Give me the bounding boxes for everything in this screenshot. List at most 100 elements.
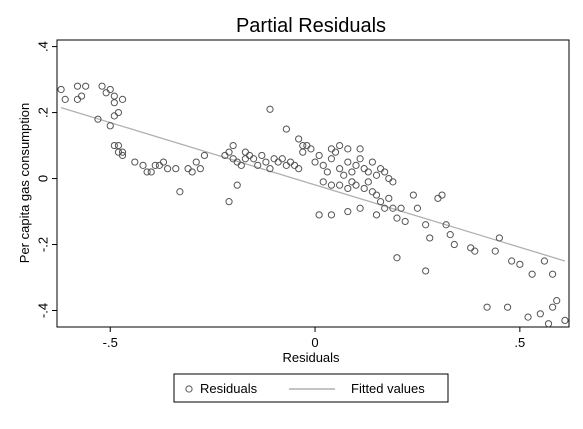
hollow-circle-icon	[185, 385, 193, 393]
residual-point	[389, 178, 397, 186]
y-tick-label: .2	[36, 107, 51, 118]
residual-point	[389, 204, 397, 212]
residual-point	[295, 135, 303, 143]
residual-point	[258, 151, 266, 160]
residual-point	[393, 254, 401, 262]
residual-point	[147, 168, 155, 176]
residual-point	[344, 207, 352, 216]
residual-point	[139, 161, 147, 169]
residual-point	[356, 155, 364, 163]
residual-point	[106, 85, 114, 94]
scatter-points-layer	[57, 82, 569, 328]
residual-point	[110, 99, 118, 107]
residual-point	[397, 204, 405, 212]
residual-point	[233, 181, 241, 189]
residual-point	[344, 184, 352, 193]
residual-point	[368, 158, 376, 166]
residual-point	[409, 191, 417, 199]
residual-point	[356, 145, 364, 153]
residual-point	[192, 158, 200, 166]
residual-point	[553, 297, 561, 305]
residual-point	[364, 178, 372, 186]
residual-point	[327, 211, 336, 219]
residual-point	[401, 217, 409, 226]
residual-point	[200, 151, 209, 160]
residual-point	[77, 92, 86, 100]
residual-point	[327, 145, 336, 153]
residual-point	[327, 155, 336, 163]
residual-point	[295, 165, 303, 173]
x-tick-label: -.5	[103, 335, 118, 350]
residual-point	[176, 188, 184, 196]
residual-point	[438, 191, 446, 199]
residual-point	[422, 267, 430, 275]
residual-point	[348, 168, 356, 176]
residual-point	[299, 141, 307, 150]
residual-point	[172, 165, 180, 173]
residual-point	[225, 148, 233, 156]
residual-point	[278, 155, 286, 163]
residual-point	[336, 165, 344, 173]
residual-point	[364, 168, 372, 176]
residual-point	[98, 82, 106, 90]
residual-point	[196, 165, 204, 173]
residual-point	[381, 168, 389, 176]
residual-point	[151, 161, 159, 169]
residual-point	[315, 211, 323, 219]
residual-point	[372, 211, 381, 219]
residual-point	[393, 214, 401, 222]
residual-point	[450, 240, 458, 249]
residual-point	[266, 105, 274, 113]
residual-point	[250, 155, 258, 163]
residual-point	[495, 234, 503, 242]
residual-point	[360, 184, 368, 193]
residual-point	[344, 145, 352, 153]
y-tick-label: -.4	[36, 303, 51, 318]
residual-point	[110, 112, 118, 120]
residual-point	[282, 125, 290, 133]
residual-point	[118, 95, 127, 103]
residual-point	[413, 204, 422, 212]
y-axis: -.4 -.2 0 .2 .4	[36, 41, 57, 318]
residual-point	[483, 303, 491, 311]
residual-point	[446, 231, 454, 239]
residual-point	[307, 145, 315, 153]
y-tick-label: 0	[36, 175, 51, 182]
residual-point	[340, 171, 348, 179]
residual-point	[508, 257, 516, 265]
residual-point	[344, 158, 352, 166]
residual-point	[319, 178, 327, 186]
residual-point	[471, 247, 479, 255]
legend-label-fitted-values: Fitted values	[351, 381, 425, 396]
residual-point	[57, 85, 65, 94]
residual-point	[503, 303, 512, 311]
residual-point	[159, 158, 168, 166]
y-axis-title: Per capita gas consumption	[17, 103, 32, 263]
residual-point	[73, 82, 82, 90]
residual-point	[319, 161, 327, 169]
residual-point	[544, 320, 553, 328]
residual-point	[442, 221, 450, 229]
residual-point	[188, 168, 196, 176]
legend-box	[173, 373, 449, 403]
residual-point	[549, 270, 557, 278]
residual-point	[82, 82, 90, 90]
residual-point	[262, 158, 270, 166]
residual-point	[516, 260, 524, 268]
y-tick-label: -.2	[36, 237, 51, 252]
residual-point	[229, 141, 237, 150]
legend-label-residuals: Residuals	[200, 381, 258, 396]
residual-point	[118, 151, 127, 160]
residual-point	[336, 181, 344, 189]
chart-title: Partial Residuals	[236, 15, 386, 37]
residual-point	[352, 161, 360, 169]
residual-point	[381, 204, 389, 212]
residual-point	[385, 194, 393, 202]
residual-point	[315, 151, 323, 160]
residual-point	[110, 141, 118, 150]
residual-point	[524, 313, 532, 321]
residual-point	[118, 148, 127, 156]
